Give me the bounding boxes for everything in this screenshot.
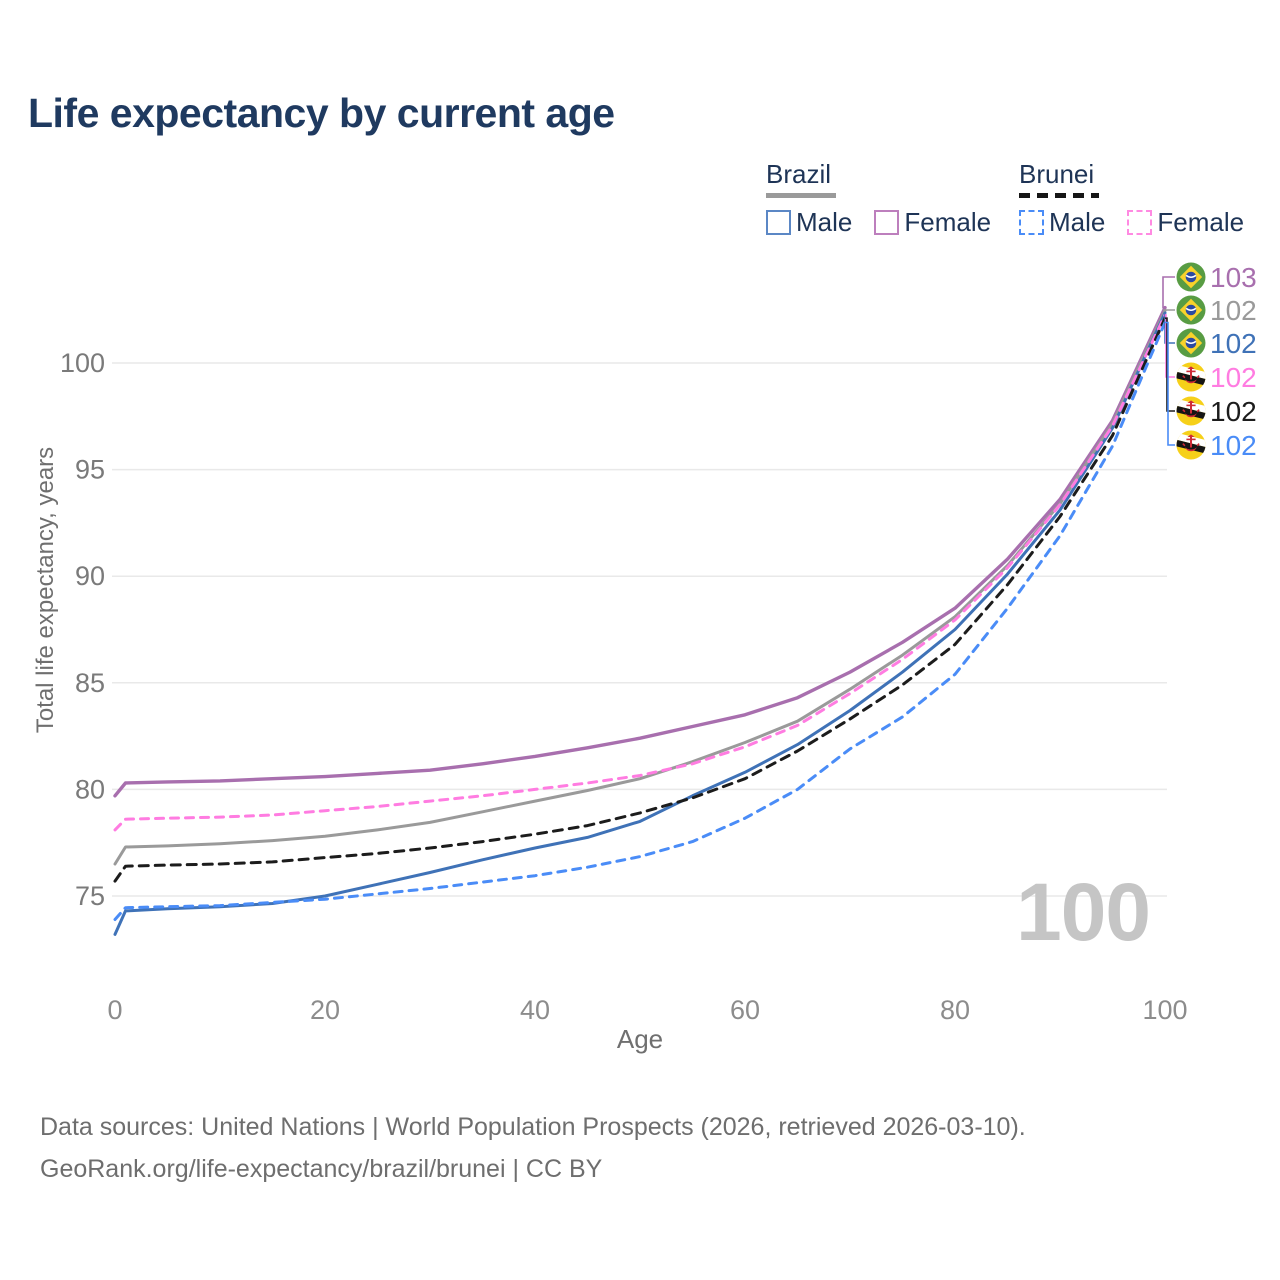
brunei-flag-icon [1173,397,1209,426]
footer: Data sources: United Nations | World Pop… [40,1106,1026,1190]
legend-item-label: Female [1157,206,1245,237]
legend-group-brunei: Brunei Male Female [1019,160,1266,238]
leader-line-brazil-female [1162,276,1175,309]
legend-item-label: Male [796,206,853,237]
leader-line-brunei-total [1165,317,1175,412]
brazil-flag-icon [1175,327,1207,359]
leader-line-brunei-male [1165,321,1175,446]
x-tick-40: 40 [520,995,550,1025]
x-tick-0: 0 [107,995,122,1025]
brunei-flag-icon [1173,431,1209,460]
brazil-flag-icon [1175,261,1207,293]
series-line-brunei-female[interactable] [113,313,1167,832]
gridlines: 75 80 85 90 95 100 0 20 40 60 80 100 [60,348,1188,1025]
legend-item-label: Female [904,206,992,237]
y-axis-title: Total life expectancy, years [32,446,59,734]
legend-checkbox-brunei-female[interactable] [1127,209,1153,235]
series-line-brazil-female[interactable] [113,305,1167,798]
series-line-brunei-male[interactable] [113,321,1167,921]
series-lines [113,305,1167,936]
x-tick-60: 60 [730,995,760,1025]
legend-checkbox-brazil-female[interactable] [874,209,900,235]
x-tick-20: 20 [310,995,340,1025]
y-tick-80: 80 [75,774,105,804]
page-title: Life expectancy by current age [28,90,615,136]
series-line-brazil-total[interactable] [113,309,1167,866]
legend-item-label: Male [1049,206,1106,237]
footer-attribution: GeoRank.org/life-expectancy/brazil/brune… [40,1155,603,1183]
footer-data-sources: Data sources: United Nations | World Pop… [40,1113,1026,1141]
legend-country-brunei[interactable]: Brunei [1019,159,1095,189]
y-tick-75: 75 [75,881,105,911]
legend-item-brunei-male[interactable]: Male [1019,207,1105,238]
legend-swatch-brazil-line [766,192,836,198]
legend-checkbox-brunei-male[interactable] [1019,209,1044,235]
leader-line-brazil-total [1163,309,1175,312]
y-tick-95: 95 [75,455,105,485]
legend-item-brazil-female[interactable]: Female [874,207,991,238]
leader-line-brunei-female [1165,314,1175,378]
end-label-brazil-female: 103 [1210,262,1257,293]
brunei-flag-icon [1173,363,1209,392]
end-label-brunei-male: 102 [1210,430,1257,461]
legend-item-brunei-female[interactable]: Female [1127,207,1244,238]
hover-age-indicator: 100 [1016,867,1151,958]
legend-swatch-brunei-line [1019,192,1099,198]
series-line-brunei-total[interactable] [113,316,1167,883]
y-tick-85: 85 [75,668,105,698]
legend-checkbox-brazil-male[interactable] [766,209,791,235]
x-axis-title: Age [616,1024,664,1054]
x-tick-100: 100 [1142,995,1187,1025]
y-tick-90: 90 [75,561,105,591]
legend-group-brazil: Brazil Male Female [766,160,1013,238]
x-tick-80: 80 [940,995,970,1025]
y-tick-100: 100 [60,348,105,378]
end-label-brunei-total: 102 [1210,396,1257,427]
legend-item-brazil-male[interactable]: Male [766,207,852,238]
end-label-brazil-total: 102 [1210,295,1257,326]
end-label-brunei-female: 102 [1210,362,1257,393]
brazil-flag-icon [1175,294,1207,326]
end-label-brazil-male: 102 [1210,328,1257,359]
legend-country-brazil[interactable]: Brazil [766,159,832,189]
